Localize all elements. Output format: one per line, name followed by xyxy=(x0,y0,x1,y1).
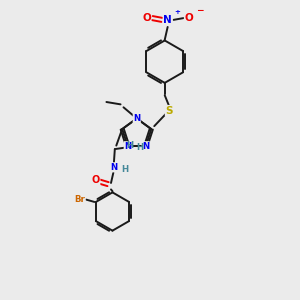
Text: O: O xyxy=(92,175,100,185)
Text: O: O xyxy=(142,13,151,23)
Text: H: H xyxy=(122,165,129,174)
Text: N: N xyxy=(133,114,140,123)
Text: Br: Br xyxy=(74,195,85,204)
Text: N: N xyxy=(110,163,117,172)
Text: S: S xyxy=(165,106,173,116)
Text: H: H xyxy=(126,141,133,150)
Text: N: N xyxy=(163,15,172,26)
Text: O: O xyxy=(184,13,193,23)
Text: −: − xyxy=(196,6,204,15)
Text: N: N xyxy=(124,142,131,151)
Text: H: H xyxy=(136,143,143,152)
Text: N: N xyxy=(142,142,149,151)
Text: +: + xyxy=(174,9,180,15)
